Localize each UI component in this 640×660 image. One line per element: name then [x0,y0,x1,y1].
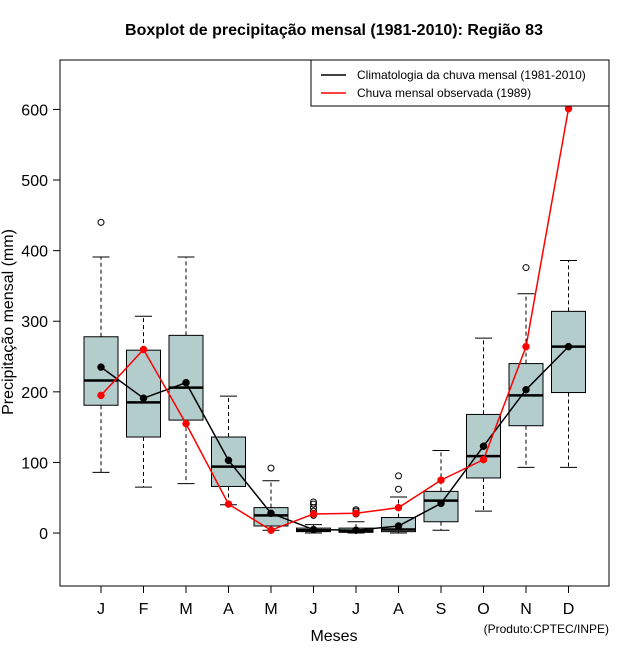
x-tick-label: M [179,601,192,618]
observed-point [224,500,233,508]
climatology-point [182,378,190,387]
box-outlier [310,500,317,508]
climatology-line [100,346,570,531]
climatology-point [224,456,233,465]
box-outlier [522,264,530,272]
climatology-point [437,499,445,508]
observed-point [267,526,275,534]
box-body [168,334,204,421]
observed-point [394,503,403,512]
climatology-point [352,526,360,534]
y-tick-label: 0 [39,526,48,543]
x-tick-label: J [97,601,105,618]
climatology-point [522,385,530,394]
legend: Climatologia da chuva mensal (1981-2010)… [310,59,610,107]
observed-point [139,345,148,354]
x-tick-label: J [310,601,318,618]
x-tick-label: N [520,601,532,618]
observed-point [352,509,360,518]
x-tick-label: D [563,601,575,618]
x-tick-label: M [264,601,277,618]
box-outlier [97,218,105,226]
observed-point [182,419,190,428]
observed-line [100,108,570,532]
box-outlier [395,472,402,480]
climatology-point [564,342,573,351]
box-body [551,310,586,394]
y-tick-label: 300 [21,314,48,331]
climatology-point [139,394,148,402]
y-axis-label: Precipitação mensal (mm) [0,229,17,415]
climatology-point [479,442,488,450]
observed-point [97,391,105,400]
legend-label-observed: Chuva mensal observada (1989) [357,86,531,100]
y-tick-label: 200 [21,385,48,402]
observed-point [522,342,530,351]
x-tick-label: O [477,601,489,618]
legend-box [310,59,610,107]
legend-label-climatology: Climatologia da chuva mensal (1981-2010) [357,68,586,82]
observed-point [437,476,445,484]
x-tick-label: A [393,601,404,618]
observed-point [309,510,318,518]
x-tick-label: A [223,601,234,618]
climatology-point [267,509,275,518]
box-outlier [310,498,317,506]
x-tick-label: J [352,601,360,618]
x-tick-label: F [139,601,149,618]
plot-area: 0 100 200 300 400 500 600 J F M A M J J A S O N D [21,59,610,618]
climatology-point [97,363,105,371]
box-outlier [395,485,402,493]
y-tick-label: 500 [21,173,48,190]
y-tick-label: 400 [21,244,48,261]
observed-point [479,455,488,464]
box-outlier [267,464,275,472]
climatology-point [309,525,318,534]
y-tick-label: 100 [21,455,48,472]
y-tick-label: 600 [21,102,48,119]
chart-title: Boxplot de precipitação mensal (1981-201… [125,22,543,39]
x-tick-label: S [436,601,447,618]
credit-text: (Produto:CPTEC/INPE) [484,622,609,636]
x-axis-label: Meses [310,628,357,645]
climatology-point [394,522,403,530]
